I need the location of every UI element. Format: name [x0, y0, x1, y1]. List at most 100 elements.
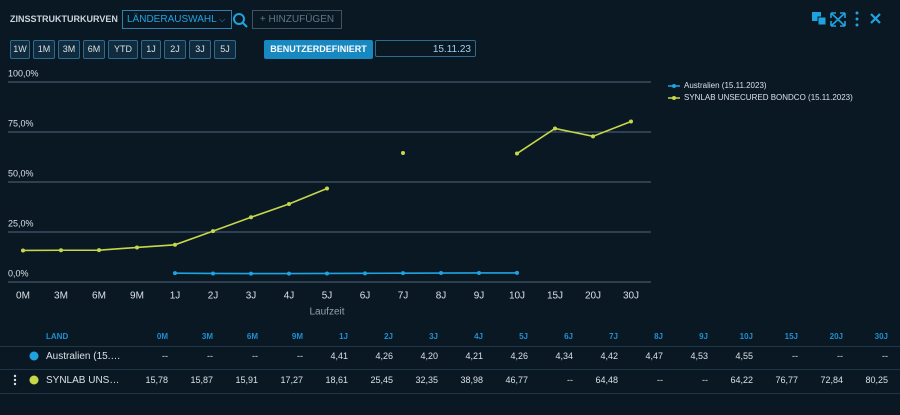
- period-button[interactable]: 1J: [141, 40, 161, 59]
- x-axis-label: Laufzeit: [309, 307, 344, 318]
- point: [173, 242, 177, 247]
- table-cell: --: [297, 351, 303, 361]
- fullscreen-icon[interactable]: [830, 12, 846, 27]
- select-label: LÄNDERAUSWAHL: [127, 14, 217, 25]
- y-tick-label: 50,0%: [8, 168, 34, 178]
- table-cell: 32,35: [415, 375, 438, 385]
- table-cell: --: [702, 375, 708, 385]
- compare-icon[interactable]: [812, 12, 821, 21]
- y-tick-label: 100,0%: [8, 68, 39, 78]
- x-tick-label: 3J: [246, 291, 257, 302]
- row-name: Australien (15.11.2023): [46, 351, 122, 362]
- table-header: 3M: [201, 332, 213, 341]
- table-cell: --: [207, 351, 213, 361]
- table-line: [0, 346, 900, 347]
- table-cell: 72,84: [820, 375, 843, 385]
- x-tick-label: 9M: [130, 291, 144, 302]
- table-cell: 64,22: [730, 375, 753, 385]
- x-tick-label: 10J: [509, 291, 525, 302]
- close-icon[interactable]: [870, 13, 881, 24]
- period-button[interactable]: YTD: [108, 40, 138, 59]
- table-cell: 18,61: [325, 375, 348, 385]
- table-header: 6J: [564, 332, 573, 341]
- table-cell: --: [162, 351, 168, 361]
- point: [363, 271, 367, 276]
- menu-icon[interactable]: [855, 11, 859, 27]
- x-tick-label: 6M: [92, 291, 106, 302]
- table-header: 10J: [739, 332, 753, 341]
- table-cell: 15,91: [235, 375, 258, 385]
- y-tick-label: 75,0%: [8, 118, 34, 128]
- x-tick-label: 3M: [54, 291, 68, 302]
- x-tick-label: 20J: [585, 291, 601, 302]
- table-cell: 4,34: [555, 351, 573, 361]
- point: [325, 186, 329, 191]
- point: [211, 229, 215, 234]
- period-button[interactable]: 6M: [83, 40, 105, 59]
- add-button[interactable]: + HINZUFÜGEN: [252, 10, 342, 29]
- legend-label: Australien (15.11.2023): [684, 81, 767, 90]
- table-header: 9J: [699, 332, 708, 341]
- country-select[interactable]: LÄNDERAUSWAHL ⌵: [122, 10, 232, 29]
- table-header: 6M: [246, 332, 258, 341]
- table-header: 1J: [339, 332, 348, 341]
- point: [249, 271, 253, 276]
- table-cell: 17,27: [280, 375, 303, 385]
- x-tick-label: 8J: [436, 291, 447, 302]
- table-header: 7J: [609, 332, 618, 341]
- table-cell: 64,48: [595, 375, 618, 385]
- table-cell: 4,55: [735, 351, 753, 361]
- row-menu[interactable]: [13, 374, 17, 386]
- table-cell: 80,25: [865, 375, 888, 385]
- table-cell: 4,42: [600, 351, 618, 361]
- point: [287, 271, 291, 276]
- point: [97, 248, 101, 253]
- row-dot: [29, 375, 39, 385]
- point: [287, 202, 291, 207]
- period-button[interactable]: 1W: [10, 40, 30, 59]
- point: [515, 151, 519, 156]
- table-cell: 4,53: [690, 351, 708, 361]
- row-dot: [29, 351, 39, 361]
- period-button[interactable]: 3J: [189, 40, 211, 59]
- table-header: 30J: [874, 332, 888, 341]
- point: [477, 270, 481, 275]
- series-line: [174, 272, 518, 275]
- y-tick-label: 0,0%: [8, 268, 29, 278]
- x-tick-label: 6J: [360, 291, 371, 302]
- table-cell: 4,47: [645, 351, 663, 361]
- x-tick-label: 15J: [547, 291, 563, 302]
- x-tick-label: 4J: [284, 291, 295, 302]
- period-button[interactable]: 2J: [164, 40, 186, 59]
- legend-label: SYNLAB UNSECURED BONDCO (15.11.2023): [684, 93, 853, 102]
- table-cell: --: [567, 375, 573, 385]
- compare-icon-part: [817, 16, 827, 26]
- point: [173, 271, 177, 276]
- table-header: 5J: [519, 332, 528, 341]
- point: [591, 134, 595, 139]
- x-tick-label: 1J: [170, 291, 181, 302]
- search-icon[interactable]: [233, 13, 245, 25]
- table-cell: 4,26: [375, 351, 393, 361]
- point: [401, 151, 405, 156]
- x-tick-label: 5J: [322, 291, 333, 302]
- point: [553, 126, 557, 131]
- legend-dot: [672, 96, 676, 100]
- series-line: [516, 120, 632, 155]
- table-header: 0M: [156, 332, 168, 341]
- table-cell: 4,21: [465, 351, 483, 361]
- period-button[interactable]: 5J: [214, 40, 236, 59]
- point: [59, 248, 63, 253]
- date-input[interactable]: 15.11.23: [375, 40, 476, 57]
- custom-button[interactable]: BENUTZERDEFINIERT: [264, 40, 373, 59]
- table-cell: 15,87: [190, 375, 213, 385]
- x-tick-label: 9J: [474, 291, 485, 302]
- point: [439, 271, 443, 276]
- point: [21, 248, 25, 253]
- table-cell: 38,98: [460, 375, 483, 385]
- period-button[interactable]: 1M: [33, 40, 55, 59]
- table-header: 20J: [829, 332, 843, 341]
- period-button[interactable]: 3M: [58, 40, 80, 59]
